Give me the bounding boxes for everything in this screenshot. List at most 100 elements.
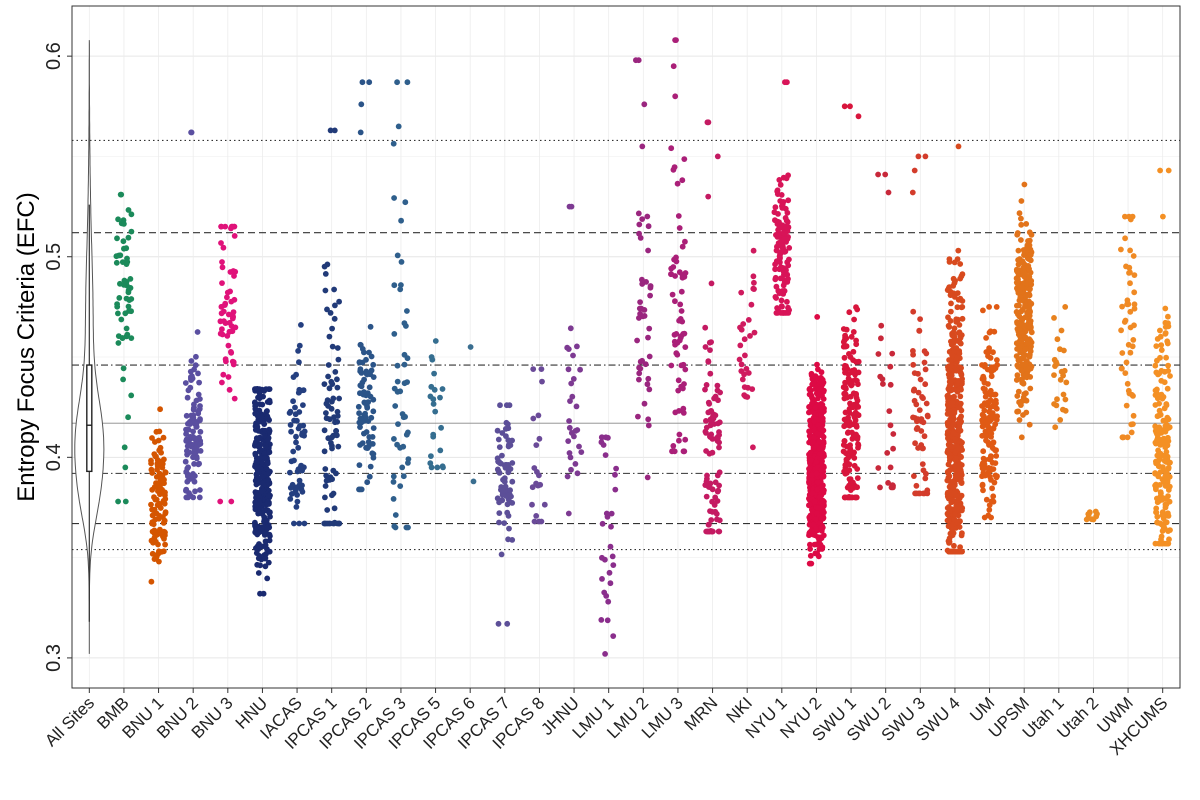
data-point [301,520,308,527]
data-point [152,532,159,539]
data-point [708,339,714,345]
data-point [875,351,882,357]
data-point [920,419,927,426]
data-point [329,476,335,483]
data-point [884,450,891,456]
data-point [845,414,851,421]
data-point [322,271,329,277]
data-point [194,329,201,335]
y-tick-label: 0.3 [43,644,65,672]
data-point [704,119,711,126]
data-point [564,473,571,480]
data-point [301,428,308,435]
data-point [668,362,675,369]
data-point [980,420,986,426]
data-point [152,496,159,503]
data-point [217,498,224,505]
data-point [957,275,964,282]
data-point [188,129,195,136]
data-point [358,486,365,493]
data-point [120,376,126,383]
data-point [850,479,856,486]
site-points-ipcas-1 [321,127,343,527]
data-point [496,510,503,516]
data-point [370,408,377,415]
data-point [327,310,334,316]
data-point [851,316,857,323]
data-point [707,434,714,441]
data-point [361,349,367,356]
data-point [390,479,397,485]
data-point [807,546,813,552]
data-point [364,390,371,396]
data-point [566,450,573,456]
data-point [814,314,821,320]
data-point [945,322,952,329]
data-point [184,478,191,485]
data-point [672,93,679,100]
data-point [287,469,293,476]
data-point [366,79,373,86]
data-point [300,387,307,394]
data-point [332,369,339,375]
data-point [636,315,642,321]
data-point [736,356,743,363]
data-point [669,291,676,298]
data-point [816,451,823,458]
data-point [955,143,962,150]
data-point [780,310,786,316]
data-point [599,576,605,582]
data-point [533,513,540,519]
data-point [750,273,757,280]
data-point [885,480,891,486]
data-point [218,240,224,246]
data-point [434,464,441,471]
data-point [1162,330,1169,336]
data-point [815,505,821,511]
data-point [331,286,337,293]
data-point [1022,293,1029,299]
data-point [980,448,987,455]
data-point [1164,385,1171,392]
data-point [228,323,235,329]
data-point [945,395,951,402]
data-point [843,386,849,392]
data-point [948,372,955,379]
data-point [295,444,302,451]
data-point [291,520,297,527]
data-point [391,436,397,442]
data-point [505,536,511,543]
data-point [364,404,371,411]
data-point [369,441,376,447]
data-point [115,252,122,259]
data-point [362,414,369,420]
data-point [321,520,328,527]
data-point [946,454,953,461]
data-point [287,422,294,428]
data-point [948,308,954,315]
data-point [777,181,784,188]
data-point [155,437,162,444]
data-point [504,620,511,627]
data-point [321,427,328,434]
data-point [438,424,444,431]
data-point [115,310,121,317]
data-point [1027,348,1034,355]
data-point [953,387,960,393]
data-point [1165,465,1172,472]
data-point [994,357,1000,363]
data-point [321,263,328,270]
data-point [402,413,408,420]
data-point [922,381,929,388]
data-point [809,490,816,497]
data-point [334,432,340,439]
site-points-jhnu [564,203,585,517]
data-point [265,477,272,483]
data-point [915,153,922,160]
data-point [191,420,198,427]
data-point [991,399,998,405]
data-point [123,295,130,302]
data-point [231,233,238,239]
data-point [183,436,190,443]
data-point [257,562,263,569]
